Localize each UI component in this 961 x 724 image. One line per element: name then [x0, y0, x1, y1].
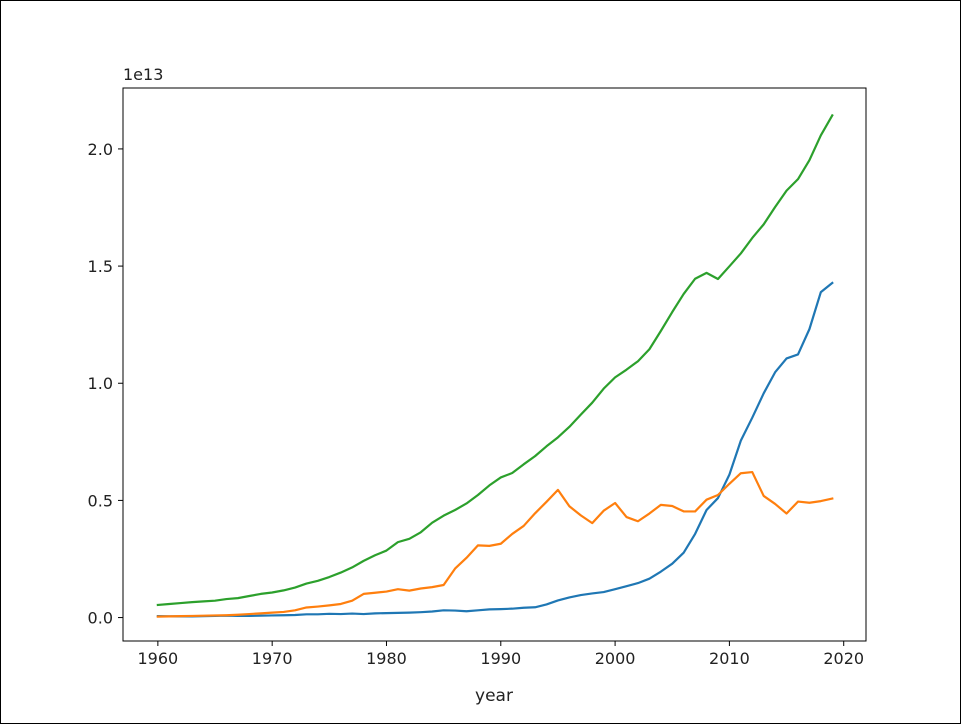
y-tick-label: 1.0 — [88, 374, 113, 393]
x-tick-label: 1960 — [138, 649, 179, 668]
series-line-1 — [156, 281, 834, 618]
x-tick-label: 2000 — [595, 649, 636, 668]
series-line-2 — [156, 470, 834, 618]
y-axis: 0.0 0.5 1.0 1.5 2.0 — [88, 140, 123, 628]
y-tick-label: 2.0 — [88, 140, 113, 159]
x-tick-label: 2020 — [823, 649, 864, 668]
x-tick-label: 1990 — [480, 649, 521, 668]
series-layer — [156, 113, 834, 618]
y-tick-label: 0.5 — [88, 491, 113, 510]
x-tick-label: 1970 — [252, 649, 293, 668]
y-tick-label: 1.5 — [88, 257, 113, 276]
y-tick-label: 0.0 — [88, 609, 113, 628]
plot-area-frame — [122, 87, 867, 642]
x-axis-label: year — [475, 686, 513, 706]
x-tick-label: 2010 — [709, 649, 750, 668]
x-tick-label: 1980 — [366, 649, 407, 668]
series-line-3 — [156, 113, 834, 607]
x-axis: 1960 1970 1980 1990 2000 2010 2020 — [138, 641, 864, 668]
y-offset-label: 1e13 — [123, 65, 163, 84]
